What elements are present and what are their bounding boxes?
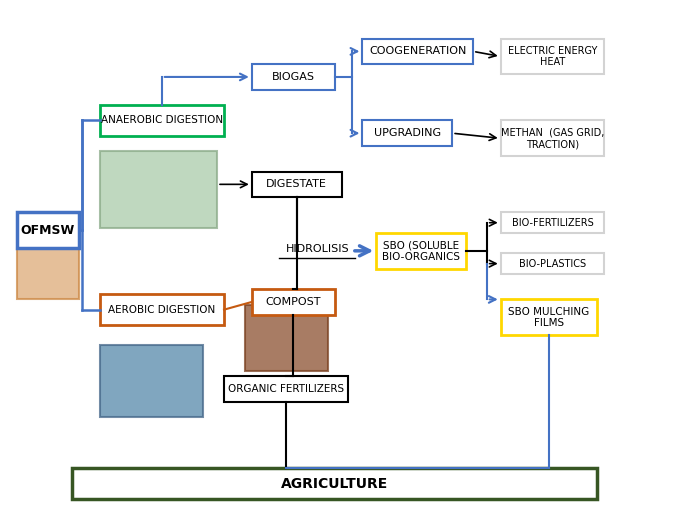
Text: AGRICULTURE: AGRICULTURE (281, 477, 388, 491)
Text: ORGANIC FERTILIZERS: ORGANIC FERTILIZERS (228, 384, 344, 394)
Text: OFMSW: OFMSW (21, 224, 75, 237)
Text: SBO MULCHING
FILMS: SBO MULCHING FILMS (508, 307, 590, 328)
Text: COOGENERATION: COOGENERATION (369, 47, 466, 56)
FancyBboxPatch shape (500, 39, 604, 74)
FancyBboxPatch shape (376, 233, 466, 269)
FancyBboxPatch shape (72, 468, 597, 499)
Text: BIO-FERTILIZERS: BIO-FERTILIZERS (512, 218, 593, 227)
FancyBboxPatch shape (17, 212, 79, 248)
Text: BIO-PLASTICS: BIO-PLASTICS (519, 258, 586, 269)
Text: BIOGAS: BIOGAS (272, 72, 314, 82)
Text: METHAN  (GAS GRID,
TRACTION): METHAN (GAS GRID, TRACTION) (500, 128, 604, 149)
FancyBboxPatch shape (500, 299, 597, 335)
Text: DIGESTATE: DIGESTATE (266, 179, 327, 189)
FancyBboxPatch shape (100, 345, 204, 417)
Text: SBO (SOLUBLE
BIO-ORGANICS: SBO (SOLUBLE BIO-ORGANICS (382, 240, 460, 262)
FancyBboxPatch shape (362, 120, 452, 146)
FancyBboxPatch shape (224, 376, 348, 402)
Text: AEROBIC DIGESTION: AEROBIC DIGESTION (108, 305, 215, 315)
Text: UPGRADING: UPGRADING (374, 128, 441, 138)
FancyBboxPatch shape (245, 305, 328, 371)
FancyBboxPatch shape (100, 294, 224, 325)
FancyBboxPatch shape (252, 64, 335, 90)
Text: ELECTRIC ENERGY
HEAT: ELECTRIC ENERGY HEAT (508, 45, 597, 67)
FancyBboxPatch shape (100, 151, 217, 228)
FancyBboxPatch shape (100, 105, 224, 136)
FancyBboxPatch shape (362, 39, 473, 64)
FancyBboxPatch shape (500, 120, 604, 156)
FancyBboxPatch shape (500, 253, 604, 274)
Text: COMPOST: COMPOST (266, 297, 321, 307)
FancyBboxPatch shape (252, 172, 342, 197)
FancyBboxPatch shape (500, 212, 604, 233)
Text: HIDROLISIS: HIDROLISIS (286, 244, 349, 254)
Text: ANAEROBIC DIGESTION: ANAEROBIC DIGESTION (101, 115, 223, 126)
FancyBboxPatch shape (252, 289, 335, 315)
FancyBboxPatch shape (17, 248, 79, 299)
